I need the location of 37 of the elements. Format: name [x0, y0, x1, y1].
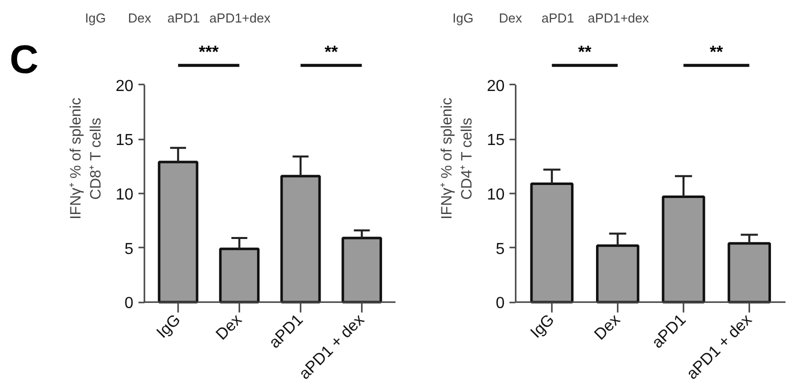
y-tick-label: 20: [116, 78, 134, 95]
y-tick-label: 20: [486, 78, 505, 95]
y-tick-label: 0: [124, 295, 134, 312]
bar: [728, 242, 771, 304]
bar: [662, 195, 706, 304]
y-tick-label: 0: [496, 295, 505, 312]
y-tick-label: 5: [124, 240, 134, 258]
text: Dex: [128, 10, 152, 26]
x-tick-label: Dex: [213, 311, 246, 344]
text: aPD1: [167, 10, 200, 26]
text: aPD1+dex: [588, 10, 650, 26]
bar: [219, 248, 260, 304]
bar: [596, 244, 640, 304]
text: aPD1: [542, 10, 574, 26]
text: **: [324, 42, 338, 62]
text: **: [710, 42, 724, 62]
y-tick-label: 5: [496, 240, 505, 258]
bar: [530, 182, 574, 304]
y-axis-title: IFNγ⁺ % of splenic CD8⁺ T cells: [67, 97, 105, 220]
text: **: [578, 42, 592, 62]
x-tick-label: Dex: [592, 311, 624, 344]
y-tick-label: 10: [116, 186, 134, 204]
y-axis-title: IFNγ⁺ % of splenic CD4⁺ T cells: [438, 97, 476, 220]
y-tick-label: 10: [486, 186, 505, 204]
text: ***: [198, 42, 220, 62]
x-tick-label: IgG: [528, 311, 558, 342]
bar: [280, 174, 321, 304]
chart-title: C: [10, 38, 39, 82]
y-tick-label: 15: [486, 132, 505, 150]
text: IgG: [452, 10, 474, 26]
text: Dex: [498, 10, 522, 26]
text: IgG: [84, 10, 106, 26]
bar: [342, 236, 382, 304]
bar: [158, 160, 198, 304]
x-tick-label: IgG: [154, 311, 184, 342]
y-tick-label: 15: [116, 132, 134, 150]
text: aPD1+dex: [209, 10, 271, 26]
